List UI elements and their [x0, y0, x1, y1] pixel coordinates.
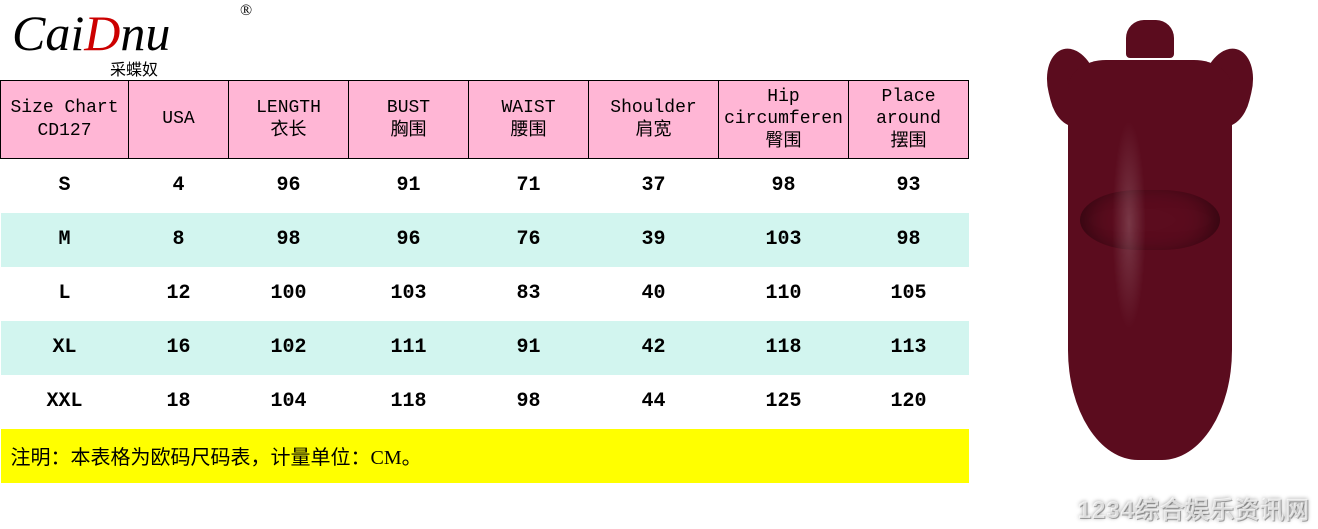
table-cell: 104: [229, 375, 349, 429]
col-header-5: Shoulder肩宽: [589, 81, 719, 159]
table-cell: 16: [129, 321, 229, 375]
col-header-en: USA: [131, 108, 226, 131]
table-cell: 105: [849, 267, 969, 321]
col-header-cn: 肩宽: [591, 120, 716, 143]
col-header-3: BUST胸围: [349, 81, 469, 159]
col-header-en: Hip circumferen: [721, 86, 846, 131]
table-cell: 91: [349, 159, 469, 213]
col-header-2: LENGTH衣长: [229, 81, 349, 159]
table-cell: 98: [719, 159, 849, 213]
table-cell: 83: [469, 267, 589, 321]
col-header-en: WAIST: [471, 97, 586, 120]
col-header-cn: 摆围: [851, 131, 966, 154]
size-chart-body: S4969171379893M89896763910398L1210010383…: [1, 159, 969, 429]
col-header-en: LENGTH: [231, 97, 346, 120]
size-chart-table: Size ChartCD127USALENGTH衣长BUST胸围WAIST腰围S…: [0, 80, 969, 483]
table-cell: 96: [349, 213, 469, 267]
table-cell: 42: [589, 321, 719, 375]
table-cell: 120: [849, 375, 969, 429]
col-header-en: Place around: [851, 86, 966, 131]
col-header-0: Size ChartCD127: [1, 81, 129, 159]
table-cell: 91: [469, 321, 589, 375]
table-cell: 103: [349, 267, 469, 321]
table-cell: 98: [229, 213, 349, 267]
watermark-text: 1234综合娱乐资讯网: [1078, 490, 1310, 525]
table-cell: 39: [589, 213, 719, 267]
col-header-7: Place around摆围: [849, 81, 969, 159]
col-header-6: Hip circumferen臀围: [719, 81, 849, 159]
table-cell: 4: [129, 159, 229, 213]
brand-name-prefix: Cai: [12, 5, 84, 61]
col-header-cn: CD127: [3, 120, 126, 143]
table-cell: 12: [129, 267, 229, 321]
table-cell: XL: [1, 321, 129, 375]
col-header-en: Shoulder: [591, 97, 716, 120]
table-cell: 18: [129, 375, 229, 429]
registered-mark: ®: [240, 2, 252, 20]
page-root: CaiDnu 采蝶奴 ® Size ChartCD127USALENGTH衣长B…: [0, 0, 1318, 529]
table-cell: 8: [129, 213, 229, 267]
table-cell: L: [1, 267, 129, 321]
note-row: 注明：本表格为欧码尺码表，计量单位：CM。: [1, 429, 969, 483]
table-row: M89896763910398: [1, 213, 969, 267]
size-chart: Size ChartCD127USALENGTH衣长BUST胸围WAIST腰围S…: [0, 80, 968, 483]
table-cell: 76: [469, 213, 589, 267]
col-header-cn: 胸围: [351, 120, 466, 143]
col-header-cn: 臀围: [721, 131, 846, 154]
table-cell: 44: [589, 375, 719, 429]
table-cell: 100: [229, 267, 349, 321]
table-cell: 111: [349, 321, 469, 375]
table-cell: 113: [849, 321, 969, 375]
brand-name-suffix: nu: [120, 5, 170, 61]
table-row: XL161021119142118113: [1, 321, 969, 375]
col-header-4: WAIST腰围: [469, 81, 589, 159]
col-header-1: USA: [129, 81, 229, 159]
table-cell: XXL: [1, 375, 129, 429]
table-cell: 40: [589, 267, 719, 321]
table-cell: 102: [229, 321, 349, 375]
table-cell: 93: [849, 159, 969, 213]
col-header-cn: 腰围: [471, 120, 586, 143]
table-cell: 125: [719, 375, 849, 429]
brand-name-cn: 采蝶奴: [110, 56, 158, 80]
product-image: [990, 0, 1310, 520]
table-cell: 98: [849, 213, 969, 267]
col-header-en: Size Chart: [3, 97, 126, 120]
table-cell: S: [1, 159, 129, 213]
table-cell: 96: [229, 159, 349, 213]
table-cell: 103: [719, 213, 849, 267]
col-header-cn: 衣长: [231, 120, 346, 143]
table-cell: 98: [469, 375, 589, 429]
table-row: XXL181041189844125120: [1, 375, 969, 429]
table-cell: 110: [719, 267, 849, 321]
table-row: S4969171379893: [1, 159, 969, 213]
table-cell: 37: [589, 159, 719, 213]
table-cell: 118: [719, 321, 849, 375]
table-cell: 71: [469, 159, 589, 213]
brand-name-accent: D: [84, 5, 120, 61]
note-text: 注明：本表格为欧码尺码表，计量单位：CM。: [1, 429, 969, 483]
size-chart-header: Size ChartCD127USALENGTH衣长BUST胸围WAIST腰围S…: [1, 81, 969, 159]
dress-illustration: [1030, 10, 1270, 480]
table-row: L121001038340110105: [1, 267, 969, 321]
col-header-en: BUST: [351, 97, 466, 120]
table-cell: M: [1, 213, 129, 267]
table-cell: 118: [349, 375, 469, 429]
brand-logo: CaiDnu: [12, 4, 170, 62]
